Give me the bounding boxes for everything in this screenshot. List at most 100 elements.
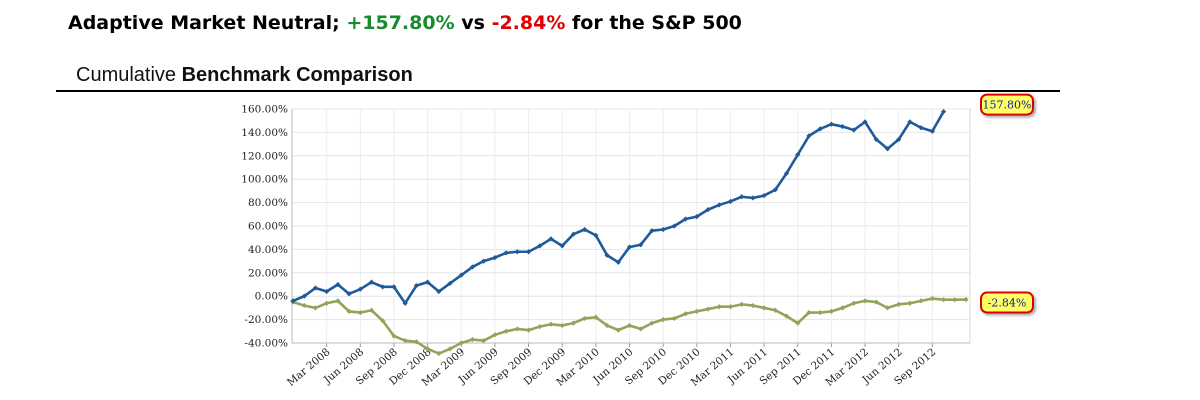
benchmark-data-point <box>492 332 498 338</box>
benchmark-data-point <box>705 306 711 312</box>
benchmark-data-point <box>682 311 689 317</box>
strategy-data-point <box>840 123 846 130</box>
benchmark-data-point <box>604 322 610 329</box>
benchmark-data-point <box>559 322 565 329</box>
strategy-data-point <box>649 228 655 234</box>
strategy-data-point <box>727 198 734 205</box>
benchmark-data-point <box>514 326 520 332</box>
strategy-data-point <box>772 187 778 193</box>
benchmark-data-point <box>940 297 947 303</box>
benchmark-data-point <box>783 313 790 319</box>
benchmark-data-point <box>806 309 812 316</box>
headline-strategy-return: +157.80% <box>346 12 455 34</box>
y-tick-label: -20.00% <box>244 314 288 326</box>
y-tick-label: 80.00% <box>248 197 288 209</box>
benchmark-data-point <box>368 307 375 313</box>
headline-benchmark-return: -2.84% <box>491 12 566 34</box>
benchmark-data-point <box>739 301 745 307</box>
strategy-data-point <box>346 291 352 297</box>
strategy-data-point <box>638 242 644 248</box>
strategy-data-point <box>783 170 790 176</box>
y-tick-label: -40.00% <box>244 338 288 350</box>
benchmark-data-point <box>873 299 879 305</box>
benchmark-data-point <box>952 297 958 303</box>
strategy-data-point <box>548 236 554 242</box>
benchmark-data-point <box>324 300 330 306</box>
strategy-data-point <box>626 244 633 250</box>
benchmark-data-point <box>795 320 801 326</box>
benchmark-data-point <box>402 338 408 344</box>
y-tick-label: 100.00% <box>241 174 288 186</box>
strategy-data-point <box>413 283 419 289</box>
strategy-data-point <box>492 254 498 261</box>
benchmark-data-point <box>896 301 902 307</box>
benchmark-data-point <box>884 305 891 311</box>
benchmark-data-point <box>918 298 924 304</box>
strategy-data-point <box>739 194 745 200</box>
benchmark-callout-box <box>980 291 1034 314</box>
benchmark-data-point <box>851 300 857 306</box>
strategy-data-point <box>447 280 453 286</box>
strategy-data-point <box>380 284 386 290</box>
strategy-data-point <box>481 258 487 264</box>
y-tick-label: 0.00% <box>255 291 288 303</box>
strategy-data-point <box>357 286 363 292</box>
benchmark-data-point <box>638 326 644 332</box>
strategy-data-point <box>559 243 565 249</box>
benchmark-data-point <box>626 322 633 329</box>
strategy-data-point <box>705 207 711 213</box>
strategy-data-point <box>851 127 857 133</box>
strategy-data-point <box>458 272 464 278</box>
benchmark-callout-label: -2.84% <box>988 297 1027 310</box>
y-tick-label: 120.00% <box>241 150 288 162</box>
strategy-data-point <box>525 249 532 255</box>
benchmark-data-point <box>301 302 307 309</box>
benchmark-data-point <box>907 300 913 306</box>
y-tick-label: 20.00% <box>248 267 288 279</box>
benchmark-data-point <box>391 333 397 339</box>
benchmark-data-point <box>671 315 677 322</box>
benchmark-end-callout: -2.84% <box>980 291 1034 314</box>
strategy-data-point <box>929 128 935 134</box>
benchmark-data-point <box>593 314 599 320</box>
strategy-data-point <box>940 108 947 115</box>
benchmark-data-point <box>503 328 509 334</box>
strategy-callout-box <box>980 93 1034 116</box>
y-tick-label: 160.00% <box>241 104 288 116</box>
y-tick-label: 60.00% <box>248 221 288 233</box>
benchmark-data-point <box>481 338 487 344</box>
strategy-data-point <box>862 119 868 125</box>
benchmark-data-point <box>817 309 823 316</box>
strategy-data-point <box>582 226 588 233</box>
strategy-data-point <box>425 279 431 285</box>
strategy-data-point <box>873 136 879 143</box>
strategy-data-point <box>335 281 341 288</box>
benchmark-data-point <box>346 308 352 315</box>
strategy-data-point <box>537 243 543 249</box>
benchmark-data-point <box>436 350 442 357</box>
strategy-data-point <box>402 300 408 306</box>
benchmark-data-point <box>615 327 621 333</box>
strategy-data-point <box>761 192 767 199</box>
strategy-data-point <box>716 202 722 208</box>
strategy-data-point <box>290 298 296 304</box>
benchmark-data-point <box>727 304 734 310</box>
chart-title: Cumulative Benchmark Comparison <box>76 64 413 87</box>
strategy-data-point <box>301 293 307 299</box>
chart-title-prefix: Cumulative <box>76 64 177 86</box>
benchmark-data-point <box>840 305 846 311</box>
strategy-data-point <box>817 126 823 132</box>
headline: Adaptive Market Neutral; +157.80% vs -2.… <box>68 12 742 34</box>
strategy-end-callout: 157.80% <box>980 93 1034 116</box>
strategy-callout-label: 157.80% <box>983 99 1032 112</box>
benchmark-data-point <box>525 327 532 333</box>
grid-layer <box>291 108 971 344</box>
strategy-data-point <box>682 216 689 222</box>
benchmark-data-point <box>380 318 386 324</box>
strategy-data-point <box>750 195 756 201</box>
benchmark-data-point <box>570 320 577 326</box>
strategy-data-point <box>896 136 902 143</box>
strategy-data-point <box>806 133 812 139</box>
benchmark-data-point <box>862 298 868 304</box>
